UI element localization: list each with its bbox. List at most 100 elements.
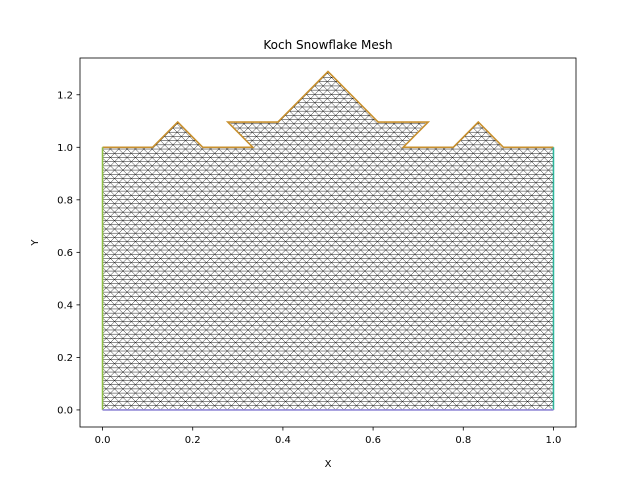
x-tick-label: 0.6: [365, 435, 381, 446]
mesh-edge: [347, 71, 554, 410]
mesh-edge: [102, 71, 220, 410]
mesh-edge: [305, 71, 554, 410]
mesh-edge: [102, 71, 236, 410]
mesh-edge: [102, 71, 295, 410]
x-tick-label: 0.8: [455, 435, 471, 446]
mesh-edge: [102, 71, 169, 410]
mesh-edge: [102, 71, 383, 410]
y-tick-label: 0.4: [57, 300, 73, 311]
y-tick-label: 0.2: [57, 353, 73, 364]
mesh-edge: [393, 71, 554, 410]
mesh-edge: [293, 71, 554, 410]
mesh-edge: [102, 71, 399, 410]
mesh-edge: [180, 71, 520, 410]
mesh-edge: [102, 71, 308, 410]
mesh-edge: [102, 71, 391, 410]
mesh-edge: [297, 71, 554, 410]
mesh-edge: [102, 71, 408, 410]
mesh-edge: [102, 71, 441, 410]
mesh-edge: [102, 71, 228, 410]
mesh-edge: [435, 71, 554, 410]
mesh-edge: [102, 71, 345, 410]
mesh-edge: [102, 71, 333, 410]
mesh-edge: [102, 71, 353, 410]
mesh-edge: [102, 71, 278, 410]
mesh-edge: [205, 71, 545, 410]
mesh-edge: [385, 71, 554, 410]
mesh-edge: [452, 71, 554, 410]
y-tick-label: 0.0: [57, 405, 73, 416]
x-tick-label: 0.4: [275, 435, 291, 446]
mesh-edge: [277, 71, 554, 410]
x-tick-label: 0.0: [95, 435, 111, 446]
mesh-edge: [102, 71, 270, 410]
boundary-top: [102, 70, 554, 149]
mesh-edge: [102, 71, 416, 410]
mesh-edge: [102, 71, 286, 410]
y-tick-label: 1.0: [57, 143, 73, 154]
mesh-edge: [427, 71, 554, 410]
mesh-edge: [368, 71, 554, 410]
mesh-edge: [222, 71, 554, 410]
mesh-edge: [213, 71, 553, 410]
chart-title: Koch Snowflake Mesh: [263, 38, 392, 52]
mesh-edge: [126, 71, 466, 410]
mesh-edge: [310, 71, 554, 410]
y-axis-label: Y: [30, 239, 41, 247]
mesh-edge: [102, 71, 349, 410]
mesh-edge: [102, 71, 186, 410]
mesh-edge: [102, 71, 245, 410]
mesh-edge: [197, 71, 537, 410]
mesh-edge: [102, 71, 320, 410]
mesh-edge: [443, 71, 554, 410]
mesh-edge: [327, 71, 554, 410]
mesh-edge: [102, 71, 195, 410]
mesh-edge: [102, 71, 299, 410]
mesh-edge: [377, 71, 554, 410]
y-tick-label: 0.8: [57, 195, 73, 206]
mesh-edge: [188, 71, 528, 410]
mesh-edge: [238, 71, 554, 410]
mesh-edge: [402, 71, 554, 410]
x-tick-label: 0.2: [185, 435, 201, 446]
y-tick-label: 0.6: [57, 248, 73, 259]
mesh-edge: [230, 71, 554, 410]
mesh-edge: [102, 71, 233, 410]
mesh-edge: [102, 71, 324, 410]
mesh-edge: [102, 71, 378, 410]
plot-frame: [79, 57, 577, 428]
mesh-edge: [102, 71, 341, 410]
mesh-edge: [330, 71, 554, 410]
mesh-edge: [247, 71, 554, 410]
mesh-edge: [322, 71, 554, 410]
mesh-edge: [352, 71, 554, 410]
mesh-edge: [102, 71, 303, 410]
mesh-edge: [485, 71, 554, 410]
mesh-edge: [339, 71, 554, 410]
mesh-edge: [102, 71, 374, 410]
mesh-edge: [102, 71, 425, 410]
mesh-edge: [318, 71, 554, 410]
mesh-edge: [289, 71, 554, 410]
mesh-edge: [360, 71, 554, 410]
mesh-edge: [122, 71, 461, 410]
mesh-edge: [460, 71, 554, 410]
mesh-edge: [102, 71, 253, 410]
mesh-edge: [302, 71, 554, 410]
mesh-edge: [102, 71, 366, 410]
mesh-edge: [422, 71, 554, 410]
y-axis: 0.0 0.2 0.4 0.6 0.8 1.0 1.2: [57, 90, 80, 416]
mesh-edge: [494, 71, 554, 410]
x-axis: 0.0 0.2 0.4 0.6 0.8 1.0: [95, 427, 561, 446]
mesh-edge: [468, 71, 554, 410]
mesh-edge: [102, 71, 178, 410]
mesh-edge: [102, 71, 291, 410]
mesh-edge: [285, 71, 554, 410]
mesh-edge: [102, 71, 316, 410]
boundary-lines: [101, 70, 555, 411]
mesh-edge: [102, 71, 261, 410]
mesh-edge: [477, 71, 554, 410]
mesh-edge: [410, 71, 554, 410]
mesh-edge: [102, 71, 311, 410]
